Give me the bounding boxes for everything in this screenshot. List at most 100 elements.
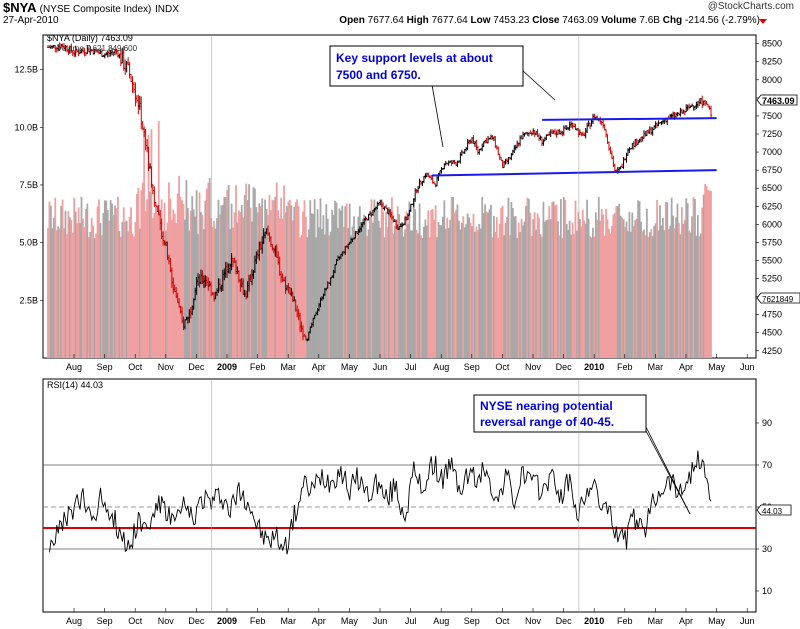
x-tick-label: Dec bbox=[556, 362, 573, 372]
volume-bar bbox=[170, 219, 173, 358]
x-tick-label: Mar bbox=[648, 362, 664, 372]
volume-bar bbox=[543, 221, 546, 358]
volume-bar bbox=[450, 197, 453, 358]
volume-bar bbox=[691, 216, 693, 358]
volume-bar bbox=[673, 228, 676, 358]
volume-bar bbox=[468, 217, 471, 358]
x-tick-label: Dec bbox=[188, 616, 205, 626]
volume-bar bbox=[503, 235, 505, 358]
volume-bar bbox=[643, 229, 645, 358]
resistance-line bbox=[542, 117, 717, 121]
volume-bar bbox=[527, 198, 530, 358]
volume-bar bbox=[275, 182, 278, 358]
volume-bar bbox=[153, 212, 156, 358]
volume-bar bbox=[77, 207, 80, 358]
volume-bar bbox=[441, 216, 444, 358]
volume-bar bbox=[635, 218, 638, 358]
volume-bar bbox=[399, 226, 402, 358]
x-tick-label: Feb bbox=[250, 616, 266, 626]
volume-bar bbox=[305, 216, 307, 358]
volume-bar bbox=[459, 229, 462, 358]
rsi-annotation: NYSE nearing potential reversal range of… bbox=[473, 394, 691, 515]
volume-bar bbox=[102, 213, 105, 358]
volume-bar bbox=[99, 223, 102, 358]
volume-bar bbox=[331, 209, 334, 358]
volume-bar bbox=[67, 211, 70, 358]
volume-bar bbox=[188, 230, 191, 358]
high-value: 7677.64 bbox=[431, 15, 468, 26]
volume-bar bbox=[541, 236, 543, 358]
volume-bar bbox=[685, 198, 688, 358]
volume-bar bbox=[181, 200, 183, 358]
volume-bar bbox=[686, 203, 689, 358]
volume-bar bbox=[462, 216, 465, 358]
volume-bar bbox=[176, 193, 179, 358]
volume-bar bbox=[184, 219, 186, 358]
volume-bar bbox=[137, 188, 140, 358]
symbol: $NYA bbox=[3, 0, 37, 15]
index-name: (NYSE Composite Index) bbox=[39, 4, 152, 15]
volume-bar bbox=[208, 177, 211, 358]
volume-bar bbox=[370, 199, 373, 358]
x-tick-label: Feb bbox=[617, 616, 633, 626]
price-panel: 4250450047505000525055005750600062506500… bbox=[14, 33, 800, 359]
volume-bar bbox=[611, 225, 613, 358]
volume-bar bbox=[347, 228, 350, 358]
volume-bar bbox=[449, 219, 452, 358]
x-tick-label: Dec bbox=[556, 616, 573, 626]
volume-bar bbox=[481, 197, 484, 358]
volume-bar bbox=[55, 230, 58, 358]
volume-bar bbox=[616, 205, 619, 358]
volume-bar bbox=[590, 237, 593, 358]
x-tick-label: Apr bbox=[679, 362, 693, 372]
volume-bar bbox=[469, 222, 472, 358]
volume-bar bbox=[539, 234, 542, 358]
volume-bar bbox=[439, 225, 441, 358]
volume-bar bbox=[597, 197, 600, 358]
volume-bar bbox=[695, 235, 698, 358]
volume-bar bbox=[672, 215, 675, 358]
x-tick-label: Nov bbox=[525, 616, 542, 626]
volume-bar bbox=[277, 210, 280, 358]
volume-bar bbox=[640, 221, 642, 358]
volume-bar bbox=[80, 196, 83, 358]
price-tick-label: 4250 bbox=[762, 346, 782, 356]
volume-bar bbox=[662, 217, 664, 358]
x-tick-label: Nov bbox=[525, 362, 542, 372]
volume-bar bbox=[526, 197, 529, 358]
volume-tick-label: 2.5B bbox=[19, 295, 38, 305]
price-tick-label: 7250 bbox=[762, 129, 782, 139]
volume-bar bbox=[574, 200, 577, 358]
x-tick-label: Aug bbox=[433, 362, 449, 372]
rsi-annotation-line-1: NYSE nearing potential bbox=[480, 399, 613, 413]
volume-bar bbox=[364, 216, 367, 358]
volume-bar bbox=[127, 231, 130, 358]
volume-bar bbox=[374, 205, 377, 358]
volume-bar bbox=[84, 209, 87, 358]
volume-bar bbox=[230, 203, 233, 358]
price-axis: 4250450047505000525055005750600062506500… bbox=[756, 39, 782, 356]
volume-bar bbox=[189, 210, 192, 358]
volume-bar bbox=[156, 213, 159, 358]
x-tick-label: 2010 bbox=[584, 362, 604, 372]
volume-bar bbox=[702, 194, 705, 358]
volume-bar bbox=[455, 210, 457, 358]
volume-bar bbox=[600, 209, 603, 358]
chg-value: -214.56 (-2.79%) bbox=[684, 15, 760, 26]
x-tick-label: Sep bbox=[464, 362, 480, 372]
volume-bar bbox=[509, 235, 511, 358]
x-tick-label: 2009 bbox=[217, 362, 237, 372]
volume-bar bbox=[479, 228, 482, 358]
volume-bar bbox=[351, 226, 354, 358]
volume-bar bbox=[458, 220, 460, 358]
volume-bar bbox=[124, 221, 127, 358]
volume-bar bbox=[96, 206, 99, 358]
volume-bar bbox=[101, 235, 103, 358]
price-tick-label: 6500 bbox=[762, 183, 782, 193]
volume-bar bbox=[644, 235, 647, 358]
close-value: 7463.09 bbox=[562, 15, 599, 26]
volume-bar bbox=[408, 201, 411, 358]
volume-bar bbox=[705, 185, 708, 358]
volume-bar bbox=[50, 205, 52, 358]
volume-bar bbox=[246, 200, 249, 358]
